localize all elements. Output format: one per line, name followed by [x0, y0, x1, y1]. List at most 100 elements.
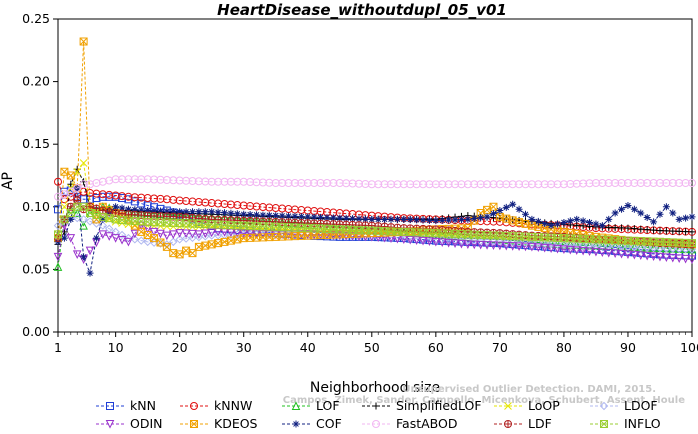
- series-point: [92, 194, 101, 203]
- plot-area: 0.00 0.05 0.10 0.15 0.20 0.25 1 10 20 30 40 50 60 70 8…: [22, 11, 698, 355]
- series-point: [572, 240, 581, 250]
- series-point: [495, 180, 504, 189]
- series-point: [566, 240, 575, 249]
- series-point: [559, 180, 568, 189]
- series-point-cross: [227, 216, 235, 224]
- series-point: [188, 177, 197, 186]
- series-point: [636, 251, 646, 260]
- series-point: [144, 207, 152, 215]
- x-tick-label: 60: [428, 340, 444, 355]
- series-point: [54, 230, 62, 239]
- series-point: [688, 228, 696, 236]
- series-point: [310, 179, 319, 188]
- series-point: [265, 211, 273, 219]
- series-point: [553, 239, 562, 249]
- series-point: [354, 179, 363, 188]
- series-point: [405, 235, 415, 245]
- series-point: [201, 222, 210, 231]
- series-point: [463, 180, 472, 189]
- series-point-cross: [304, 219, 312, 227]
- series-point: [226, 230, 236, 240]
- legend-swatch-marker: [190, 402, 198, 410]
- series-point: [92, 189, 101, 198]
- series-point: [668, 179, 677, 188]
- series-point: [335, 179, 344, 188]
- series-point: [67, 180, 75, 188]
- series-point: [278, 212, 286, 220]
- series-point-cross: [201, 215, 209, 223]
- series-point: [175, 235, 184, 244]
- series-point: [201, 198, 210, 207]
- series-point-cross: [374, 222, 382, 230]
- series-point: [674, 254, 684, 264]
- series-point-cross: [253, 217, 261, 225]
- series-point: [515, 205, 523, 213]
- series-point: [72, 208, 82, 218]
- legend-swatch-marker-cross: [504, 420, 512, 428]
- series-point: [335, 220, 344, 229]
- series-point: [253, 211, 261, 219]
- series-point: [380, 222, 389, 231]
- series-point: [60, 167, 69, 176]
- series-point: [124, 175, 133, 184]
- legend-item-ldof: LDOF: [590, 398, 658, 413]
- series-point: [604, 248, 614, 258]
- series-point: [533, 237, 543, 247]
- series-point-cross: [329, 220, 337, 228]
- series-point: [92, 210, 101, 219]
- series-point: [53, 252, 63, 262]
- series-point: [573, 215, 581, 223]
- x-tick-label: 100: [680, 340, 698, 355]
- legend-swatch-marker: [291, 401, 301, 410]
- series-point: [118, 204, 126, 212]
- series-point-cross: [221, 216, 229, 224]
- series-point: [162, 195, 171, 204]
- series-point: [650, 226, 658, 234]
- series-point: [425, 180, 434, 189]
- series-point: [336, 214, 344, 222]
- series-point: [156, 194, 165, 203]
- legend-item-lof: LOF: [282, 398, 340, 413]
- series-point: [573, 221, 581, 229]
- legend-item-inflo: INFLO: [590, 416, 661, 431]
- series-point: [553, 244, 562, 254]
- series-point: [349, 215, 357, 223]
- series-point: [137, 236, 146, 245]
- series-point: [290, 179, 299, 188]
- series-point: [284, 179, 293, 188]
- series-point: [239, 201, 248, 210]
- series-point: [143, 175, 152, 184]
- series-point: [130, 229, 140, 239]
- series-point: [591, 247, 601, 257]
- series-point: [214, 239, 223, 248]
- legend-swatch-marker: [600, 420, 608, 428]
- series-point: [533, 243, 543, 252]
- series-point: [681, 179, 690, 188]
- series-point: [528, 215, 536, 223]
- legend-swatch-marker: [372, 420, 380, 428]
- series-point: [200, 229, 210, 239]
- chart-title: HeartDisease_withoutdupl_05_v01: [217, 1, 507, 19]
- x-tick-label: 1: [54, 340, 62, 355]
- series-point: [85, 217, 95, 226]
- series-point: [451, 180, 460, 189]
- series-point: [585, 179, 594, 188]
- series-point: [117, 235, 127, 245]
- series-point: [188, 249, 197, 258]
- series-point: [150, 175, 159, 184]
- series-point: [118, 175, 127, 184]
- series-point: [643, 179, 652, 188]
- legend-swatch-marker: [504, 420, 512, 428]
- series-point: [623, 179, 632, 188]
- series-point: [79, 159, 88, 167]
- series-point: [214, 177, 223, 186]
- series-point: [457, 236, 466, 245]
- series-point: [476, 240, 485, 250]
- series-point: [649, 179, 658, 188]
- series-point: [175, 176, 184, 185]
- legend-label: LOF: [316, 398, 340, 413]
- x-tick-label: 90: [620, 340, 636, 355]
- series-point: [656, 227, 664, 235]
- series-point: [169, 208, 177, 216]
- series-point: [431, 237, 441, 247]
